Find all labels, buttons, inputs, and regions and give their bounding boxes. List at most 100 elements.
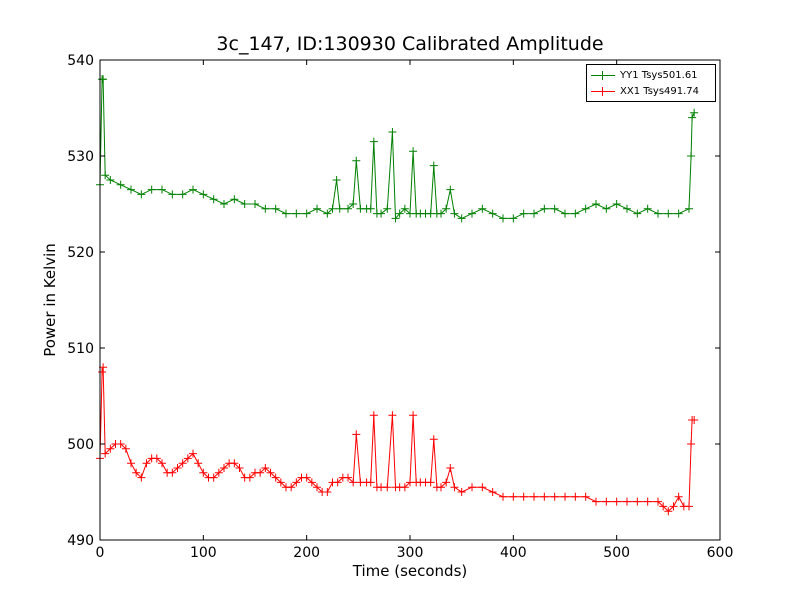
data-point [446,185,455,194]
data-point [256,468,265,477]
data-point [561,492,569,501]
data-point [369,137,378,146]
data-point [178,190,187,199]
data-point [468,483,476,492]
data-point [633,497,642,506]
data-point [450,483,459,492]
data-point [592,497,600,506]
legend-swatch-icon [591,68,615,82]
data-point [478,204,487,213]
data-point [271,473,280,482]
y-axis-label: Power in Kelvin [41,243,59,357]
data-point [333,478,342,487]
data-point [352,156,361,165]
legend-label-yy1: YY1 Tsys501.61 [620,69,698,81]
data-point [602,497,611,506]
data-point [391,214,400,223]
data-point [540,492,549,501]
data-point [623,497,631,506]
data-point [349,478,358,487]
data-point [519,492,528,501]
data-point [282,209,290,218]
data-point [189,449,197,458]
data-point [383,204,392,213]
data-point [690,416,699,424]
data-point [429,435,438,444]
data-point [266,468,275,477]
data-point [409,411,418,420]
data-point [101,171,110,180]
chart-title: 3c_147, ID:130930 Calibrated Amplitude [216,33,604,55]
x-tick-label: 300 [397,545,424,561]
data-point [669,502,678,511]
data-point [183,454,192,463]
data-point [220,464,228,472]
data-point [292,478,301,487]
data-point [633,209,642,218]
x-tick-label: 0 [96,545,105,561]
data-point [442,204,451,213]
data-point [437,209,445,218]
data-point [101,449,110,458]
data-point [687,152,696,160]
data-point [189,185,197,194]
data-point [659,502,668,511]
data-point [152,454,161,463]
data-point [302,473,311,482]
data-point [409,147,418,156]
data-point [478,483,487,492]
data-point [349,200,358,208]
data-point [276,478,285,487]
data-point [230,195,239,204]
data-point [168,468,177,477]
data-point [292,209,301,218]
y-tick-label: 500 [67,437,94,453]
y-tick-label: 510 [67,341,94,357]
legend-swatch-icon [591,84,615,98]
data-point [220,200,228,208]
y-tick-label: 540 [67,53,94,69]
data-point [643,497,652,506]
data-point [127,459,135,468]
data-point [654,209,662,218]
legend: YY1 Tsys501.61 XX1 Tsys491.74 [586,64,716,102]
data-point [323,209,332,218]
data-point [561,209,569,218]
y-tick-label: 530 [67,149,94,165]
data-point [366,478,375,487]
data-point [685,502,693,511]
data-point [261,204,270,213]
data-point [450,209,459,218]
data-point [366,204,375,213]
data-point [674,209,683,218]
data-point [230,459,239,468]
data-point [214,468,223,477]
data-point [592,200,600,208]
data-point [581,492,590,501]
data-point [261,464,270,472]
data-point [313,204,321,213]
plot-frame [99,59,721,541]
legend-label-xx1: XX1 Tsys491.74 [620,85,700,97]
data-point [335,204,344,213]
data-point [437,483,445,492]
data-point [98,368,107,376]
data-point [685,204,693,213]
data-point [369,411,378,420]
data-point [530,209,538,218]
data-point [426,478,435,487]
x-tick-label: 600 [707,545,734,561]
data-point [147,185,156,194]
data-point [388,128,397,136]
data-point [688,113,697,122]
data-point [395,209,404,218]
data-point [550,492,559,501]
data-point [344,473,352,482]
data-point [178,459,187,468]
data-point [209,473,218,482]
data-point [429,161,438,170]
data-point [540,204,549,213]
data-point [571,209,580,218]
data-point [168,190,177,199]
